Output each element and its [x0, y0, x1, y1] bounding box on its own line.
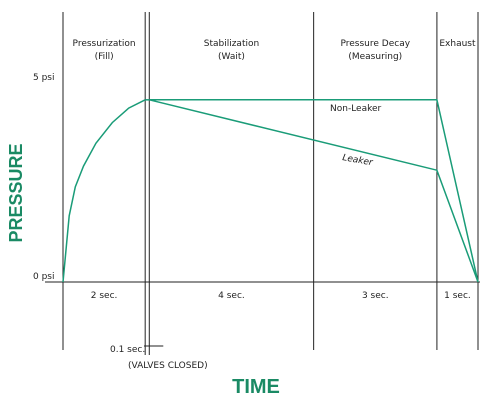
valve-closed-label: (VALVES CLOSED) — [128, 361, 208, 371]
phase-subname-0: (Fill) — [95, 52, 114, 62]
phase-duration-3: 1 sec. — [444, 291, 471, 301]
series-line-leaker — [149, 99, 479, 283]
phase-name-3: Exhaust — [439, 39, 476, 49]
phase-name-0: Pressurization — [73, 39, 136, 49]
phase-labels: Pressurization (Fill) 2 sec. Stabilization (… — [73, 39, 476, 301]
phase-duration-2: 3 sec. — [362, 291, 389, 301]
ytick-label-0: 0 psi — [33, 272, 55, 282]
series-label-leaker: Leaker — [341, 153, 374, 168]
phase-name-2: Pressure Decay — [340, 39, 410, 49]
phase-dividers — [45, 12, 480, 355]
y-axis-title: PRESSURE — [6, 143, 26, 242]
valve-duration-label: 0.1 sec. — [110, 345, 145, 355]
phase-name-1: Stabilization — [204, 39, 259, 49]
series-line-non-leaker — [149, 99, 479, 283]
phase-subname-2: (Measuring) — [348, 52, 402, 62]
phase-duration-1: 4 sec. — [218, 291, 245, 301]
x-axis-title: TIME — [232, 376, 280, 398]
phase-subname-1: (Wait) — [218, 52, 245, 62]
series-label-non-leaker: Non-Leaker — [330, 104, 382, 114]
ytick-label-5: 5 psi — [33, 73, 55, 83]
phase-duration-0: 2 sec. — [91, 291, 118, 301]
pressure-curves — [62, 99, 479, 283]
fill-curve — [62, 99, 146, 283]
